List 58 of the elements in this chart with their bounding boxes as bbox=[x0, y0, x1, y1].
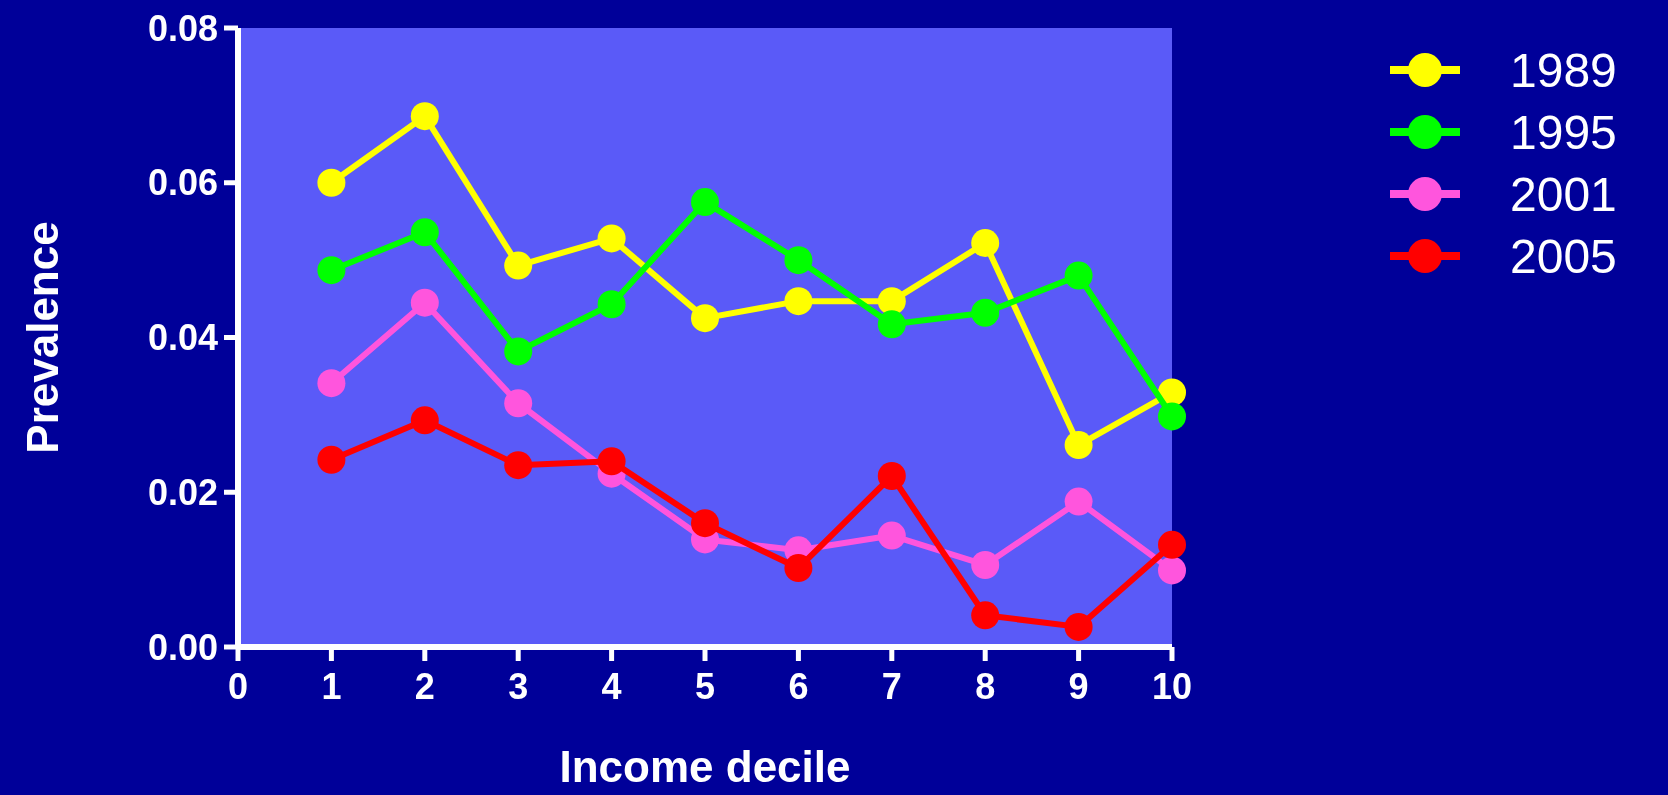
point bbox=[1158, 530, 1186, 559]
point bbox=[1158, 402, 1186, 431]
y-tick-label: 0.04 bbox=[147, 317, 218, 359]
point bbox=[597, 447, 626, 476]
x-tick-label: 5 bbox=[694, 666, 716, 707]
x-tick-label: 0 bbox=[227, 666, 249, 707]
x-tick-label: 10 bbox=[1151, 666, 1193, 707]
point bbox=[971, 229, 1000, 258]
point bbox=[784, 246, 813, 275]
y-tick-label: 0.02 bbox=[147, 471, 218, 513]
point bbox=[410, 218, 439, 247]
y-tick-label: 0.06 bbox=[147, 162, 218, 204]
y-tick-label: 0.08 bbox=[147, 7, 218, 49]
point bbox=[971, 298, 1000, 327]
x-tick-label: 2 bbox=[414, 666, 435, 707]
point bbox=[317, 369, 346, 398]
y-axis-title: Prevalence bbox=[18, 221, 67, 454]
point bbox=[971, 601, 1000, 630]
point bbox=[1064, 612, 1093, 641]
point bbox=[504, 451, 533, 480]
point bbox=[1064, 261, 1093, 290]
point bbox=[877, 310, 906, 339]
x-tick-label: 3 bbox=[508, 666, 529, 707]
x-tick-label: 4 bbox=[601, 666, 622, 707]
point bbox=[410, 406, 439, 435]
point bbox=[1064, 431, 1093, 460]
legend-label: 2001 bbox=[1510, 167, 1617, 221]
x-tick-label: 8 bbox=[975, 666, 996, 707]
point bbox=[877, 462, 906, 490]
point bbox=[1158, 556, 1186, 585]
point bbox=[317, 168, 346, 197]
x-tick-label: 9 bbox=[1068, 666, 1089, 707]
legend-label: 1989 bbox=[1510, 43, 1617, 97]
y-tick-label: 0.00 bbox=[147, 626, 218, 668]
point bbox=[597, 290, 626, 319]
point bbox=[1064, 487, 1093, 516]
x-tick-label: 1 bbox=[321, 666, 342, 707]
point bbox=[971, 550, 1000, 579]
x-axis-title: Income decile bbox=[559, 742, 851, 791]
legend-label: 2005 bbox=[1510, 229, 1617, 283]
point bbox=[691, 509, 719, 538]
point bbox=[691, 304, 719, 333]
point bbox=[317, 445, 346, 474]
point bbox=[504, 251, 533, 280]
x-tick-label: 6 bbox=[788, 666, 809, 707]
point bbox=[877, 287, 906, 316]
x-tick-label: 7 bbox=[881, 666, 902, 707]
point bbox=[410, 102, 439, 131]
point bbox=[784, 287, 813, 316]
point bbox=[504, 389, 533, 418]
point bbox=[877, 521, 906, 550]
point bbox=[784, 554, 813, 583]
point bbox=[410, 288, 439, 317]
legend-label: 1995 bbox=[1510, 105, 1617, 159]
point bbox=[504, 337, 533, 366]
point bbox=[317, 256, 346, 285]
point bbox=[597, 224, 626, 253]
point bbox=[691, 188, 719, 217]
